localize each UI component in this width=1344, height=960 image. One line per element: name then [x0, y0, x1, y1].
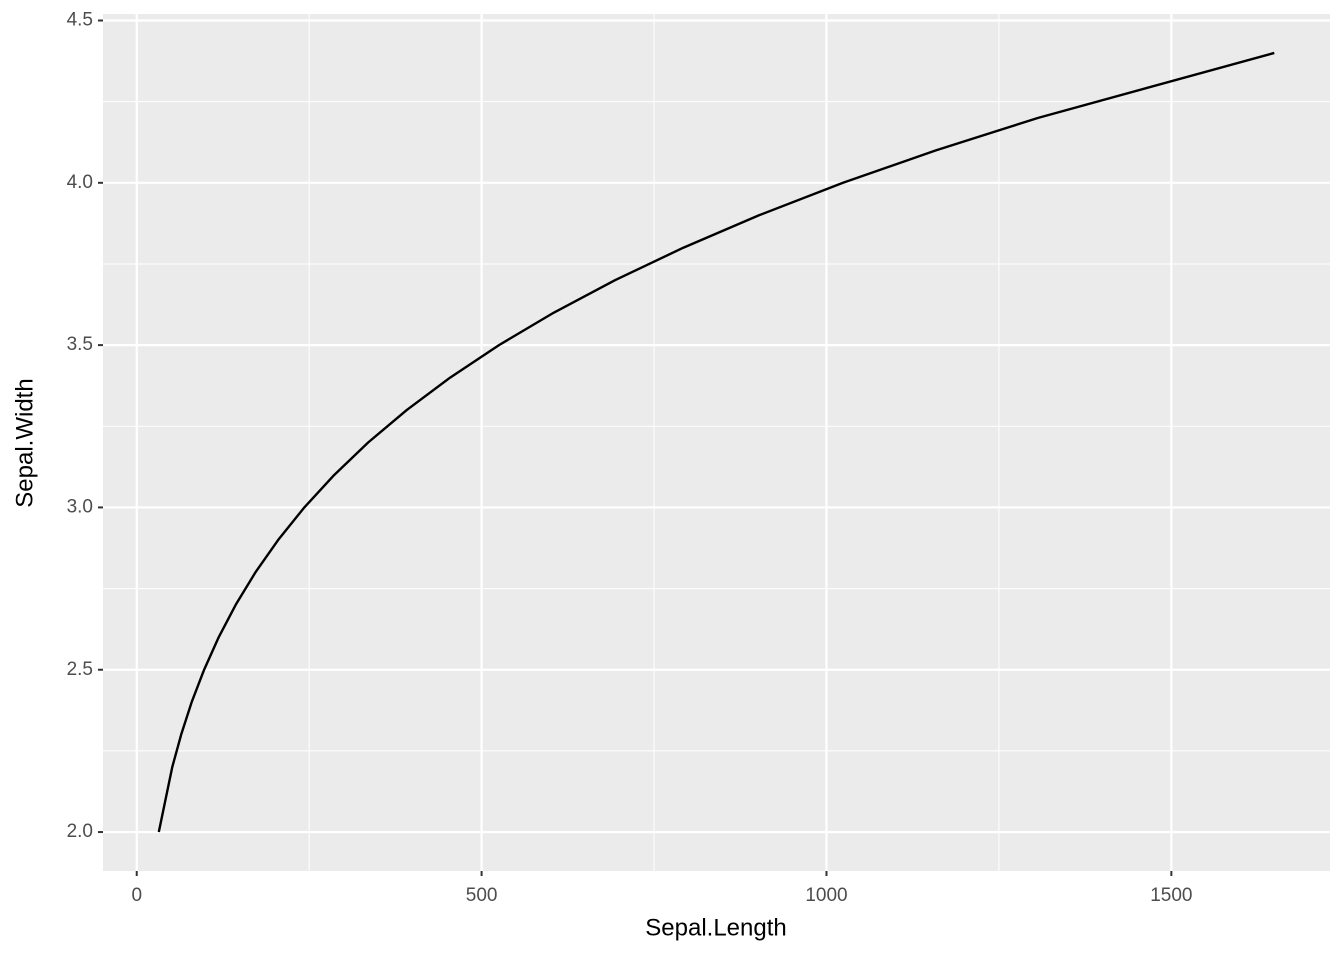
y-tick-label: 3.5	[67, 334, 93, 355]
x-axis-title: Sepal.Length	[645, 914, 786, 941]
x-tick-label: 0	[131, 885, 142, 906]
data-line	[157, 51, 1275, 833]
y-tick-label: 4.5	[67, 10, 93, 31]
x-tick-label: 1500	[1150, 885, 1192, 906]
y-tick-label: 4.0	[67, 172, 93, 193]
y-axis-title: Sepal.Width	[11, 378, 38, 507]
y-tick-label: 3.0	[67, 496, 93, 517]
x-tick-label: 500	[466, 885, 498, 906]
y-tick-label: 2.0	[67, 821, 93, 842]
y-tick-label: 2.5	[67, 659, 93, 680]
x-tick-label: 1000	[805, 885, 847, 906]
panel	[103, 14, 1330, 871]
